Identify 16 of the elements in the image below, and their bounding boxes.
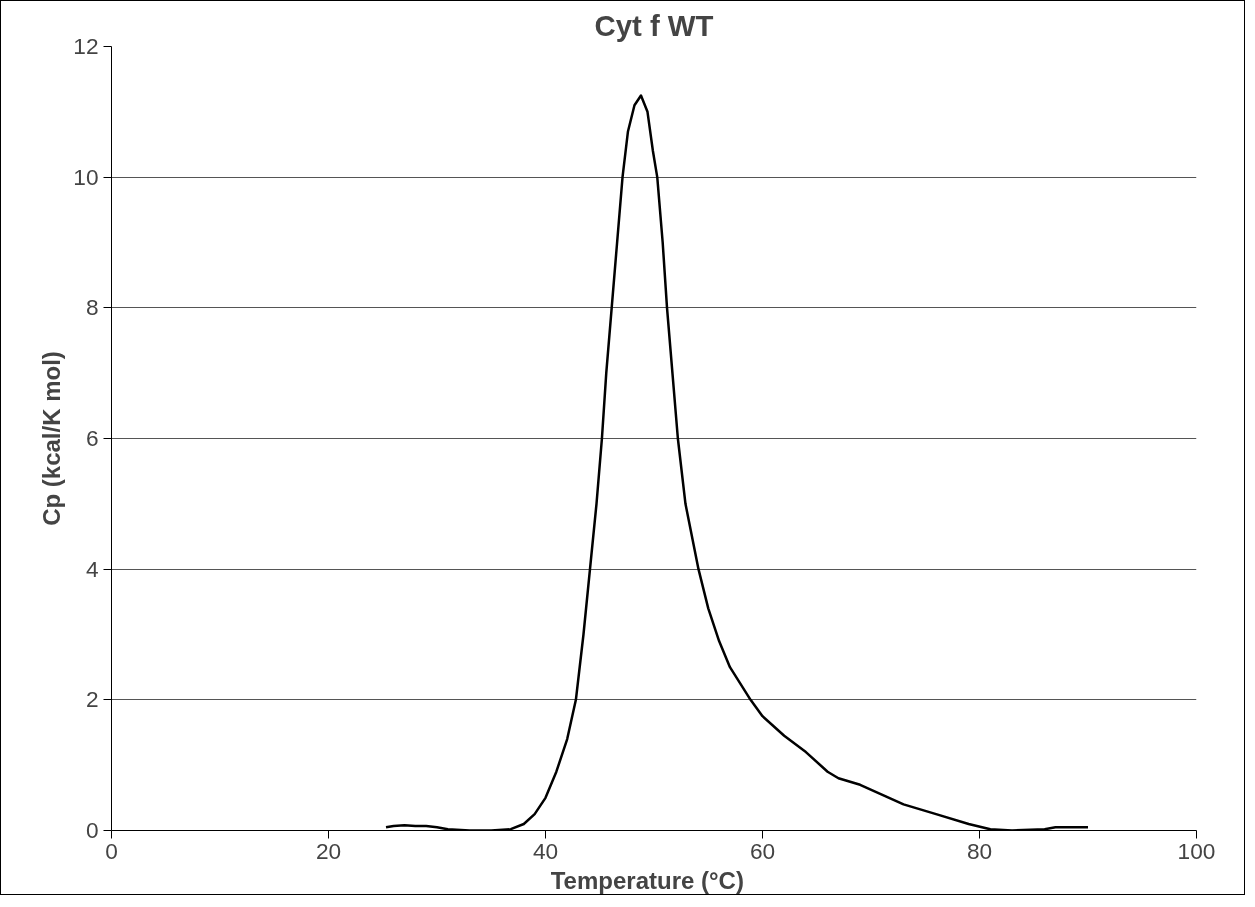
y-axis-title: Cp (kcal/K mol) bbox=[38, 351, 66, 526]
y-tick-label: 2 bbox=[85, 686, 99, 713]
x-tick-label: 60 bbox=[749, 837, 776, 864]
y-tick-label: 6 bbox=[85, 425, 99, 451]
chart-title: Cyt f WT bbox=[594, 8, 714, 42]
y-tick-label: 10 bbox=[73, 163, 99, 190]
y-tick-label: 4 bbox=[85, 555, 99, 582]
y-tick-label: 8 bbox=[85, 294, 99, 321]
y-tick-label: 12 bbox=[73, 33, 99, 59]
x-tick-label: 100 bbox=[1177, 837, 1216, 864]
x-tick-label: 0 bbox=[105, 837, 118, 864]
x-tick-label: 40 bbox=[532, 837, 559, 864]
x-axis-title: Temperature (°C) bbox=[550, 866, 744, 894]
y-tick-label: 0 bbox=[85, 817, 99, 843]
x-tick-label: 20 bbox=[315, 837, 342, 864]
x-tick-label: 80 bbox=[966, 837, 993, 864]
